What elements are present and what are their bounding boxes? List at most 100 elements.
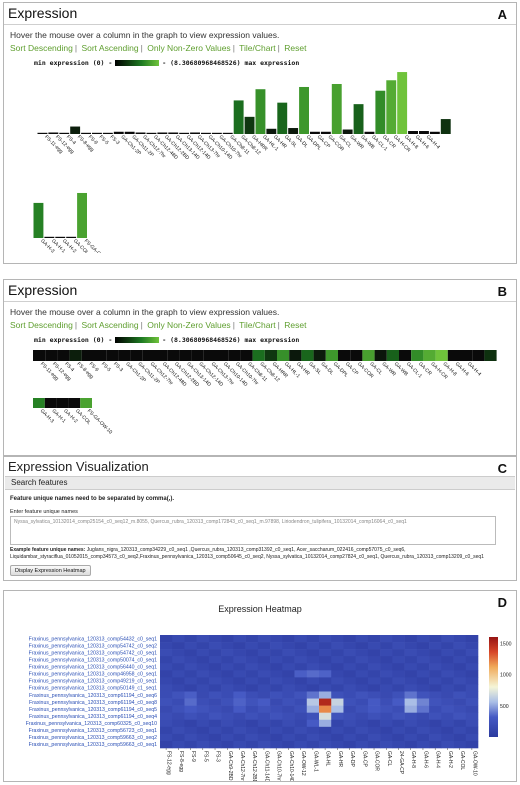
expression-bar[interactable] bbox=[66, 236, 77, 238]
heatmap-cell[interactable] bbox=[184, 684, 197, 692]
heatmap-cell[interactable] bbox=[392, 663, 405, 671]
heatmap-cell[interactable] bbox=[184, 642, 197, 650]
heatmap-cell[interactable] bbox=[404, 712, 418, 721]
heatmap-cell[interactable] bbox=[221, 726, 234, 735]
heatmap-cell[interactable] bbox=[160, 677, 173, 685]
heatmap-cell[interactable] bbox=[331, 740, 344, 749]
expression-tile[interactable] bbox=[435, 350, 448, 361]
heatmap-cell[interactable] bbox=[465, 712, 479, 721]
heatmap-cell[interactable] bbox=[233, 656, 246, 664]
heatmap-cell[interactable] bbox=[416, 663, 430, 671]
heatmap-cell[interactable] bbox=[441, 726, 454, 735]
heatmap-cell[interactable] bbox=[416, 656, 430, 664]
heatmap-cell[interactable] bbox=[416, 670, 430, 678]
heatmap-cell[interactable] bbox=[233, 670, 246, 678]
heatmap-cell[interactable] bbox=[160, 698, 173, 706]
expression-bar[interactable] bbox=[59, 132, 70, 134]
heatmap-cell[interactable] bbox=[355, 649, 369, 657]
heatmap-cell[interactable] bbox=[221, 684, 234, 692]
heatmap-cell[interactable] bbox=[331, 663, 344, 671]
heatmap-cell[interactable] bbox=[404, 733, 418, 742]
heatmap-cell[interactable] bbox=[319, 705, 332, 713]
heatmap-cell[interactable] bbox=[306, 642, 320, 650]
heatmap-cell[interactable] bbox=[221, 691, 234, 699]
expression-bar[interactable] bbox=[37, 132, 48, 134]
expression-tile[interactable] bbox=[81, 350, 94, 361]
heatmap-cell[interactable] bbox=[233, 642, 246, 650]
heatmap-cell[interactable] bbox=[319, 656, 332, 664]
heatmap-cell[interactable] bbox=[245, 726, 259, 735]
heatmap-cell[interactable] bbox=[270, 719, 283, 728]
heatmap-cell[interactable] bbox=[319, 726, 332, 735]
heatmap-cell[interactable] bbox=[355, 670, 369, 678]
heatmap-cell[interactable] bbox=[404, 684, 418, 692]
heatmap-cell[interactable] bbox=[184, 719, 197, 728]
heatmap-cell[interactable] bbox=[245, 670, 259, 678]
heatmap-cell[interactable] bbox=[416, 649, 430, 657]
heatmap-cell[interactable] bbox=[429, 677, 442, 685]
heatmap-cell[interactable] bbox=[404, 670, 418, 678]
expression-bar[interactable] bbox=[179, 132, 190, 134]
heatmap-cell[interactable] bbox=[367, 656, 381, 664]
heatmap-cell[interactable] bbox=[453, 691, 467, 699]
heatmap-cell[interactable] bbox=[294, 642, 308, 650]
heatmap-cell[interactable] bbox=[172, 691, 185, 699]
heatmap-cell[interactable] bbox=[172, 712, 185, 721]
heatmap-cell[interactable] bbox=[343, 705, 356, 713]
heatmap-cell[interactable] bbox=[160, 740, 173, 749]
heatmap-cell[interactable] bbox=[343, 719, 356, 728]
heatmap-cell[interactable] bbox=[184, 712, 197, 721]
heatmap-cell[interactable] bbox=[270, 691, 283, 699]
heatmap-cell[interactable] bbox=[294, 663, 308, 671]
heatmap-cell[interactable] bbox=[306, 719, 320, 728]
heatmap-cell[interactable] bbox=[257, 740, 271, 749]
heatmap-cell[interactable] bbox=[172, 684, 185, 692]
heatmap-cell[interactable] bbox=[172, 740, 185, 749]
heatmap-cell[interactable] bbox=[392, 635, 405, 643]
heatmap-cell[interactable] bbox=[208, 642, 222, 650]
heatmap-cell[interactable] bbox=[294, 649, 308, 657]
heatmap-cell[interactable] bbox=[196, 691, 210, 699]
heatmap-cell[interactable] bbox=[319, 649, 332, 657]
heatmap-cell[interactable] bbox=[221, 712, 234, 721]
heatmap-cell[interactable] bbox=[270, 670, 283, 678]
expression-tile[interactable] bbox=[325, 350, 338, 361]
heatmap-cell[interactable] bbox=[331, 698, 344, 706]
heatmap-cell[interactable] bbox=[453, 684, 467, 692]
heatmap-cell[interactable] bbox=[257, 698, 271, 706]
heatmap-cell[interactable] bbox=[416, 698, 430, 706]
heatmap-cell[interactable] bbox=[380, 649, 393, 657]
heatmap-cell[interactable] bbox=[306, 656, 320, 664]
heatmap-cell[interactable] bbox=[184, 705, 197, 713]
heatmap-cell[interactable] bbox=[367, 670, 381, 678]
heatmap-cell[interactable] bbox=[282, 733, 295, 742]
heatmap-cell[interactable] bbox=[429, 712, 442, 721]
heatmap-cell[interactable] bbox=[465, 740, 479, 749]
non-zero-link[interactable]: Only Non-Zero Values bbox=[147, 43, 231, 53]
heatmap-cell[interactable] bbox=[196, 712, 210, 721]
heatmap-cell[interactable] bbox=[221, 677, 234, 685]
heatmap-cell[interactable] bbox=[392, 719, 405, 728]
expression-tile[interactable] bbox=[179, 350, 192, 361]
expression-bar[interactable] bbox=[33, 202, 44, 238]
heatmap-cell[interactable] bbox=[416, 719, 430, 728]
expression-tile[interactable] bbox=[94, 350, 107, 361]
heatmap-cell[interactable] bbox=[429, 705, 442, 713]
heatmap-cell[interactable] bbox=[172, 726, 185, 735]
heatmap-cell[interactable] bbox=[270, 642, 283, 650]
heatmap-cell[interactable] bbox=[453, 726, 467, 735]
heatmap-cell[interactable] bbox=[441, 684, 454, 692]
heatmap-cell[interactable] bbox=[319, 698, 332, 706]
heatmap-cell[interactable] bbox=[245, 684, 259, 692]
heatmap-cell[interactable] bbox=[245, 705, 259, 713]
heatmap-cell[interactable] bbox=[221, 663, 234, 671]
heatmap-cell[interactable] bbox=[257, 726, 271, 735]
expression-tile[interactable] bbox=[264, 350, 277, 361]
expression-bar[interactable] bbox=[320, 131, 331, 134]
heatmap-cell[interactable] bbox=[160, 705, 173, 713]
heatmap-cell[interactable] bbox=[416, 726, 430, 735]
heatmap-cell[interactable] bbox=[196, 705, 210, 713]
expression-bar[interactable] bbox=[44, 236, 55, 238]
heatmap-cell[interactable] bbox=[392, 649, 405, 657]
heatmap-cell[interactable] bbox=[465, 684, 479, 692]
